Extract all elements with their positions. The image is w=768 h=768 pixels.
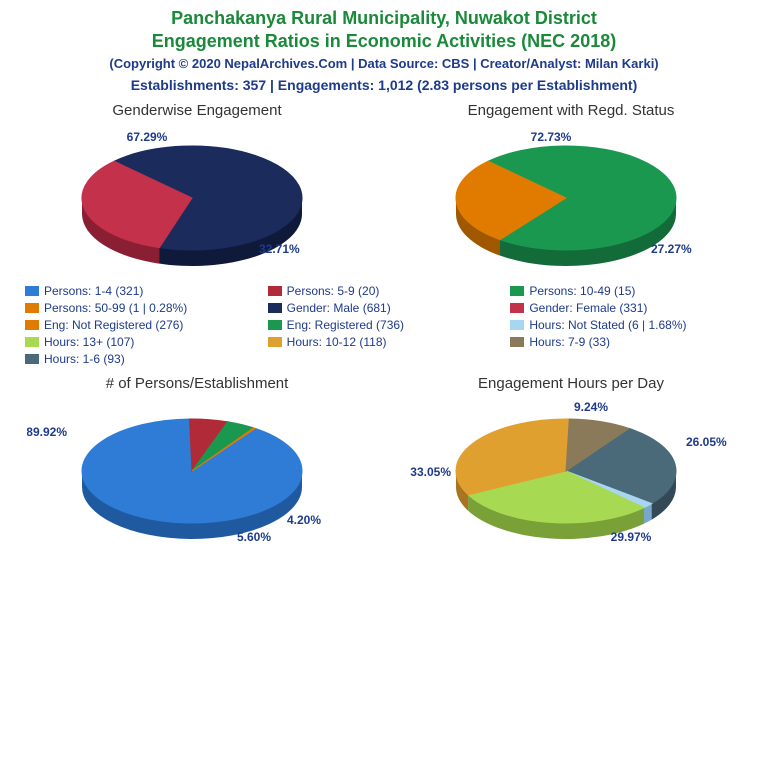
title-line-1: Panchakanya Rural Municipality, Nuwakot … [10,8,758,29]
copyright-line: (Copyright © 2020 NepalArchives.Com | Da… [10,56,758,71]
legend-swatch [25,286,39,296]
pie-label: 33.05% [410,465,451,479]
header: Panchakanya Rural Municipality, Nuwakot … [0,0,768,97]
legend-label: Gender: Female (331) [529,301,647,315]
chart-gender-svg: 67.29% 32.71% [27,123,367,273]
legend-label: Hours: Not Stated (6 | 1.68%) [529,318,686,332]
pie-label: 27.27% [651,242,692,256]
legend-item: Eng: Not Registered (276) [25,318,258,332]
chart-regd-svg: 72.73% 27.27% [401,123,741,273]
legend-label: Gender: Male (681) [287,301,391,315]
chart-hours: Engagement Hours per Day 26.05% 29.97% 33.… [391,375,750,551]
legend-swatch [268,286,282,296]
pie-label: 72.73% [531,130,572,144]
title-line-2: Engagement Ratios in Economic Activities… [10,31,758,52]
pie-label: 4.20% [287,513,321,527]
legend-swatch [25,320,39,330]
legend: Persons: 1-4 (321) Persons: 5-9 (20) Perso… [0,278,768,370]
legend-label: Hours: 13+ (107) [44,335,134,349]
legend-label: Persons: 5-9 (20) [287,284,380,298]
legend-swatch [510,303,524,313]
legend-swatch [510,337,524,347]
legend-label: Hours: 7-9 (33) [529,335,610,349]
legend-item: Persons: 50-99 (1 | 0.28%) [25,301,258,315]
legend-swatch [268,320,282,330]
chart-persons: # of Persons/Establishment 89.92% 5.60% 4.… [17,375,376,551]
legend-label: Persons: 1-4 (321) [44,284,143,298]
legend-item: Eng: Registered (736) [268,318,501,332]
legend-swatch [268,303,282,313]
legend-label: Hours: 1-6 (93) [44,352,125,366]
pie-label: 67.29% [127,130,168,144]
legend-swatch [510,320,524,330]
legend-label: Persons: 10-49 (15) [529,284,635,298]
chart-persons-title: # of Persons/Establishment [17,375,376,392]
chart-hours-title: Engagement Hours per Day [391,375,750,392]
pie-label: 5.60% [237,530,271,544]
legend-item: Persons: 5-9 (20) [268,284,501,298]
legend-swatch [268,337,282,347]
legend-item: Persons: 1-4 (321) [25,284,258,298]
legend-item: Hours: 10-12 (118) [268,335,501,349]
legend-item: Hours: Not Stated (6 | 1.68%) [510,318,743,332]
legend-item: Hours: 13+ (107) [25,335,258,349]
legend-label: Eng: Registered (736) [287,318,404,332]
legend-label: Persons: 50-99 (1 | 0.28%) [44,301,187,315]
charts-bottom-row: # of Persons/Establishment 89.92% 5.60% 4.… [0,370,768,556]
chart-hours-svg: 26.05% 29.97% 33.05% 9.24% [401,396,741,551]
pie-label: 29.97% [611,530,652,544]
stats-line: Establishments: 357 | Engagements: 1,012… [10,77,758,93]
legend-grid: Persons: 1-4 (321) Persons: 5-9 (20) Perso… [25,284,743,366]
legend-swatch [25,303,39,313]
legend-swatch [25,337,39,347]
legend-item: Gender: Male (681) [268,301,501,315]
chart-persons-svg: 89.92% 5.60% 4.20% [27,396,367,551]
chart-gender-title: Genderwise Engagement [17,102,376,119]
legend-item: Gender: Female (331) [510,301,743,315]
charts-top-row: Genderwise Engagement 67.29% 32.71% Engag… [0,97,768,278]
pie-label: 26.05% [686,435,727,449]
legend-label: Eng: Not Registered (276) [44,318,183,332]
legend-item: Hours: 7-9 (33) [510,335,743,349]
legend-item: Persons: 10-49 (15) [510,284,743,298]
chart-regd: Engagement with Regd. Status 72.73% 27.27… [391,102,750,273]
legend-item: Hours: 1-6 (93) [25,352,258,366]
chart-gender: Genderwise Engagement 67.29% 32.71% [17,102,376,273]
legend-swatch [25,354,39,364]
pie-label: 89.92% [27,425,67,439]
chart-regd-title: Engagement with Regd. Status [391,102,750,119]
pie-label: 32.71% [259,242,300,256]
legend-label: Hours: 10-12 (118) [287,335,387,349]
pie-label: 9.24% [574,400,608,414]
legend-swatch [510,286,524,296]
